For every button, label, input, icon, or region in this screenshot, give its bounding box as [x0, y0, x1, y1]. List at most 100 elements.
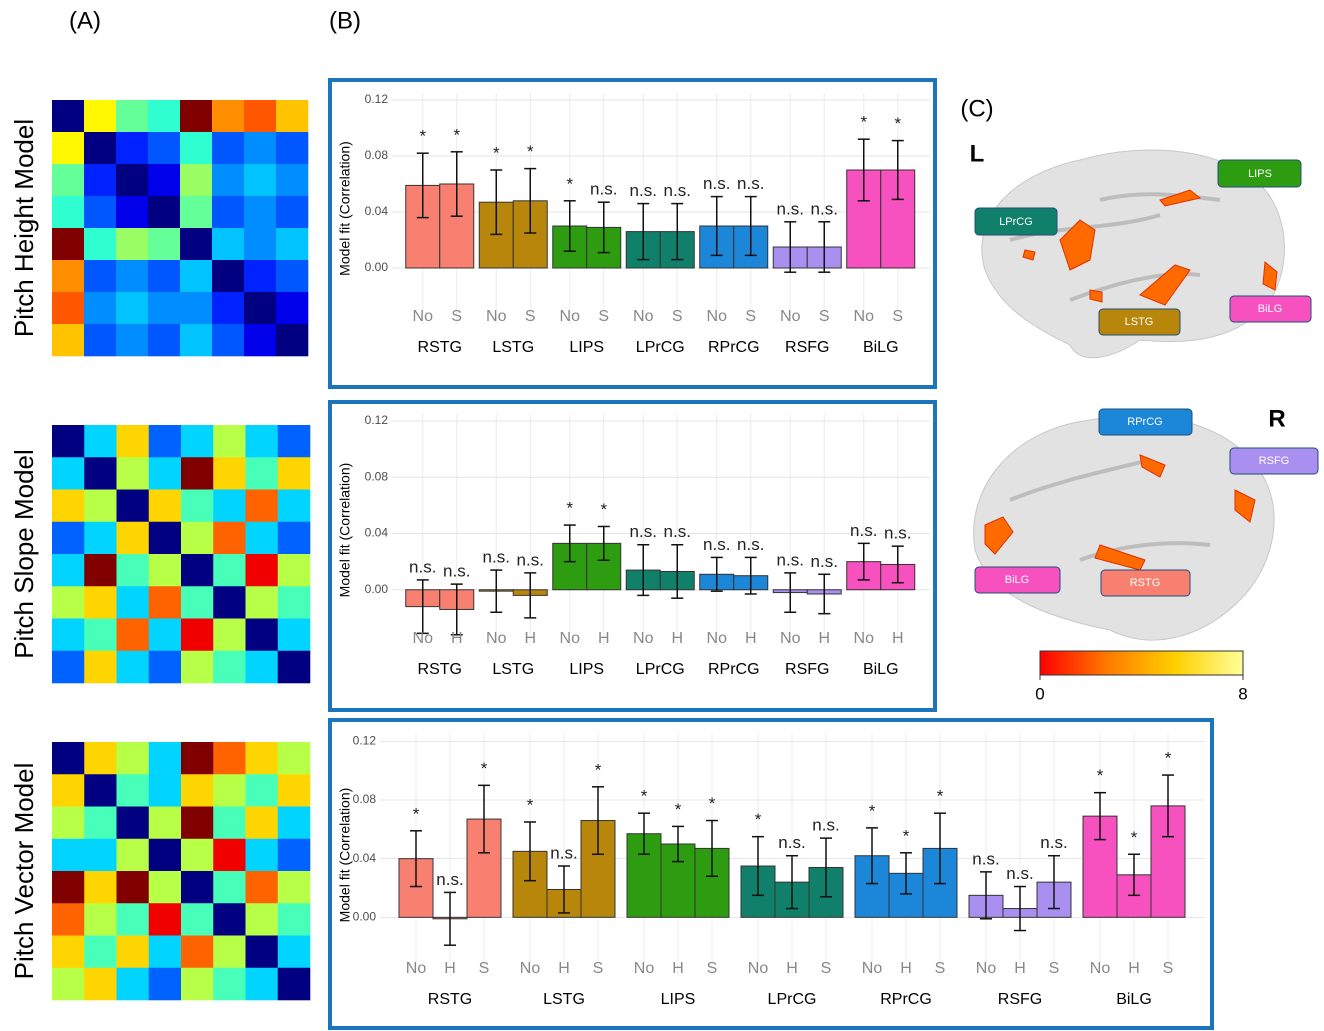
- heat-cell: [117, 586, 150, 619]
- sub-label: H: [1128, 960, 1140, 977]
- heat-cell: [212, 260, 244, 292]
- heat-cell: [149, 554, 182, 587]
- y-tick-label: 0.04: [353, 851, 377, 865]
- heat-cell: [84, 586, 117, 619]
- heat-cell: [149, 936, 182, 969]
- heat-cell: [246, 457, 279, 490]
- heat-cell: [52, 164, 84, 196]
- heat-cell: [149, 871, 182, 904]
- heat-cell: [180, 324, 212, 356]
- y-axis-label: Model fit (Correlation): [337, 463, 353, 598]
- significance: n.s.: [737, 174, 764, 193]
- sub-label: No: [560, 308, 581, 325]
- sub-label: S: [1163, 960, 1174, 977]
- region-label: BiLG: [1005, 574, 1029, 586]
- colorbar-tick-label: 0: [1035, 684, 1044, 703]
- heat-cell: [181, 522, 214, 555]
- y-tick-label: 0.08: [365, 148, 389, 162]
- heat-cell: [149, 839, 182, 872]
- heat-cell: [244, 324, 276, 356]
- heat-cell: [116, 260, 148, 292]
- heat-cell: [52, 586, 85, 619]
- heat-cell: [180, 260, 212, 292]
- significance: n.s.: [850, 521, 877, 540]
- heat-cell: [149, 742, 182, 775]
- sub-label: H: [892, 630, 904, 647]
- heat-cell: [212, 132, 244, 164]
- brain-right: [974, 416, 1274, 640]
- y-tick-label: 0.12: [365, 413, 389, 427]
- y-tick-label: 0.04: [365, 526, 389, 540]
- heat-cell: [84, 324, 116, 356]
- heat-cell: [212, 292, 244, 324]
- heat-cell: [52, 228, 84, 260]
- significance: n.s.: [703, 535, 730, 554]
- heat-cell: [212, 100, 244, 132]
- heat-cell: [180, 228, 212, 260]
- heat-cell: [181, 619, 214, 652]
- heat-cell: [52, 619, 85, 652]
- significance: n.s.: [972, 849, 999, 868]
- heat-cell: [149, 651, 182, 684]
- heat-cell: [246, 490, 279, 523]
- heat-cell: [84, 292, 116, 324]
- heat-cell: [84, 260, 116, 292]
- heat-cell: [246, 651, 279, 684]
- sub-label: No: [634, 960, 655, 977]
- significance: n.s.: [436, 870, 463, 889]
- sub-label: No: [854, 308, 875, 325]
- significance: *: [566, 499, 573, 518]
- sub-label: No: [486, 630, 507, 647]
- significance: n.s.: [884, 524, 911, 543]
- heat-cell: [148, 164, 180, 196]
- heat-cell: [84, 132, 116, 164]
- heat-cell: [212, 164, 244, 196]
- heat-cell: [149, 968, 182, 1001]
- model-title: Pitch Slope Model: [9, 449, 39, 659]
- heat-cell: [84, 100, 116, 132]
- significance: *: [869, 801, 876, 820]
- heat-cell: [246, 586, 279, 619]
- heat-cell: [117, 839, 150, 872]
- sub-label: S: [819, 308, 830, 325]
- heat-cell: [149, 490, 182, 523]
- heat-cell: [84, 619, 117, 652]
- heat-cell: [84, 554, 117, 587]
- heat-cell: [278, 457, 311, 490]
- heat-cell: [84, 968, 117, 1001]
- heat-cell: [116, 132, 148, 164]
- heat-cell: [213, 807, 246, 840]
- heat-cell: [84, 490, 117, 523]
- category-label: RSTG: [418, 661, 462, 678]
- heat-cell: [52, 522, 85, 555]
- heat-cell: [149, 457, 182, 490]
- heat-cell: [52, 742, 85, 775]
- heat-cell: [180, 132, 212, 164]
- heat-cell: [149, 903, 182, 936]
- sub-label: No: [707, 308, 728, 325]
- heat-cell: [84, 936, 117, 969]
- significance: *: [595, 760, 602, 779]
- significance: n.s.: [737, 535, 764, 554]
- colorbar-tick-label: 8: [1238, 684, 1247, 703]
- region-label: LSTG: [1125, 316, 1154, 328]
- heat-cell: [213, 522, 246, 555]
- sub-label: No: [413, 308, 434, 325]
- figure: (A) (B) (C) L R LPrCG LIPS LSTG BiLG RPr…: [0, 0, 1324, 1031]
- sub-label: H: [671, 630, 683, 647]
- heat-cell: [213, 936, 246, 969]
- sub-label: H: [524, 630, 536, 647]
- category-label: RSFG: [785, 661, 829, 678]
- heat-cell: [246, 839, 279, 872]
- heat-cell: [278, 742, 311, 775]
- heat-cell: [278, 586, 311, 619]
- heat-cell: [148, 100, 180, 132]
- heat-cell: [181, 839, 214, 872]
- heat-cell: [181, 490, 214, 523]
- y-axis-label: Model fit (Correlation): [337, 788, 353, 923]
- heat-cell: [213, 490, 246, 523]
- significance: *: [493, 143, 500, 162]
- significance: n.s.: [409, 557, 436, 576]
- category-label: LPrCG: [636, 661, 685, 678]
